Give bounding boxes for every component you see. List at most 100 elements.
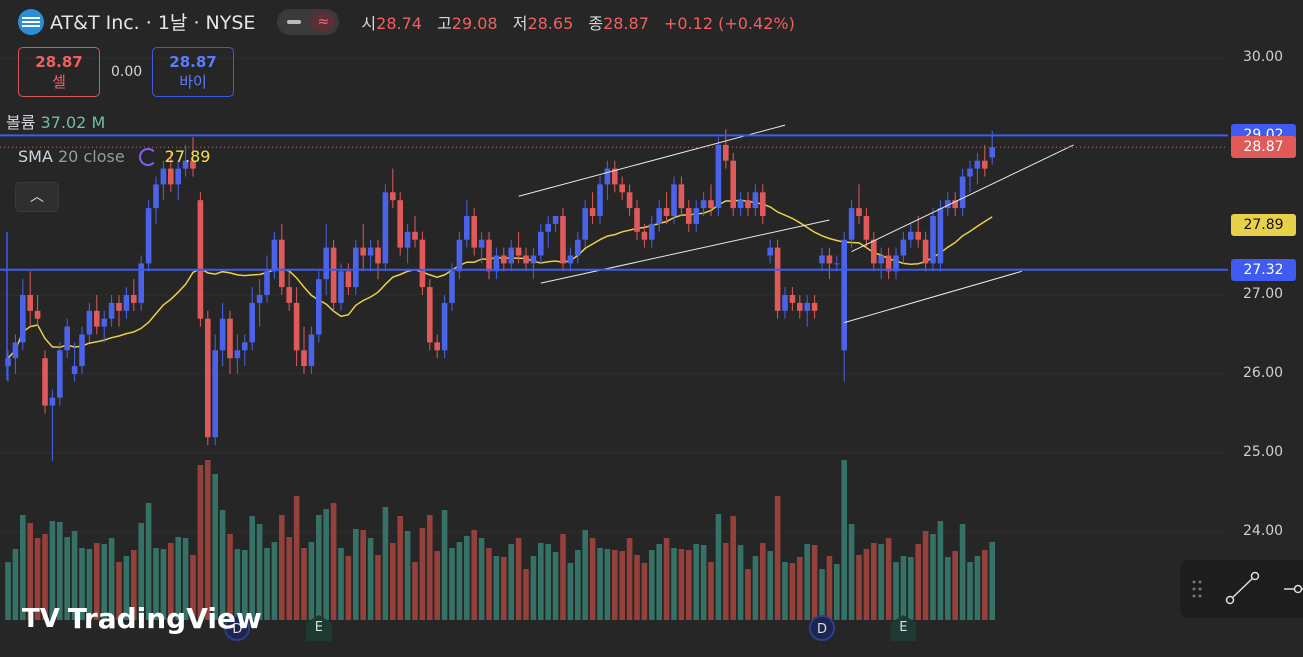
dividend-marker[interactable]: D	[809, 615, 835, 641]
candle	[604, 160, 611, 201]
candle-body	[375, 247, 381, 264]
horizontal-lines[interactable]	[0, 134, 1228, 380]
candle-body	[515, 247, 522, 256]
volume-bar	[760, 543, 766, 620]
candle-body	[686, 208, 692, 224]
symbol-title[interactable]: AT&T Inc. · 1날 · NYSE	[50, 12, 256, 34]
buy-button[interactable]: 28.87 바이	[152, 47, 234, 97]
candle-body	[612, 168, 618, 185]
candle-body	[360, 247, 366, 256]
sma-legend[interactable]: SMA 20 close 27.89	[18, 147, 210, 166]
volume-bar	[375, 555, 381, 620]
volume-bar	[412, 562, 418, 620]
candle-body	[330, 247, 337, 303]
candle	[515, 231, 522, 264]
candle-body	[552, 216, 559, 224]
volume-bar	[249, 516, 255, 620]
volume-bar	[160, 549, 167, 620]
volume-bar	[279, 515, 285, 620]
drawing-toolbar[interactable]	[1180, 560, 1303, 618]
candle-body	[493, 255, 500, 272]
volume-bar	[427, 515, 433, 620]
collapse-legend-button[interactable]: ︿	[15, 182, 59, 212]
price-tag-hline: 27.32	[1231, 258, 1296, 281]
volume-bar	[737, 545, 744, 620]
candle	[338, 263, 344, 311]
candle-body	[700, 200, 707, 209]
candle-body	[774, 247, 781, 311]
candle-body	[856, 208, 862, 216]
candle-body	[138, 263, 144, 303]
candle	[797, 295, 803, 319]
volume-bar	[700, 545, 707, 620]
volume-bar	[301, 548, 307, 620]
candle	[834, 255, 840, 272]
candle	[745, 192, 751, 216]
candle	[94, 295, 100, 335]
sma-value: 27.89	[164, 147, 211, 166]
buy-price: 28.87	[169, 53, 217, 71]
volume-bar	[945, 557, 951, 620]
y-tick-label: 26.00	[1243, 365, 1284, 381]
candle	[982, 144, 988, 177]
candle	[575, 231, 581, 264]
candle	[353, 239, 359, 295]
volume-bar	[153, 548, 159, 620]
horizontal-line-tool-icon	[1284, 584, 1303, 594]
candle-body	[871, 239, 877, 264]
volume-bar	[708, 562, 714, 620]
candle	[737, 192, 744, 216]
candle	[5, 350, 11, 382]
candle	[782, 287, 788, 319]
sell-button[interactable]: 28.87 셀	[18, 47, 100, 97]
volume-label: 볼륨	[6, 113, 36, 132]
candle	[190, 137, 196, 177]
candle	[567, 247, 574, 272]
candle-body	[338, 271, 344, 303]
candle-body	[538, 231, 544, 256]
y-tick-label: 27.00	[1243, 286, 1284, 302]
volume-bar	[508, 544, 514, 620]
volume-bar	[671, 548, 677, 620]
candle-body	[79, 334, 85, 367]
candle	[582, 200, 588, 248]
volume-bar	[974, 556, 981, 620]
candle	[242, 334, 248, 367]
volume-bar	[952, 551, 958, 620]
volume-bar	[604, 549, 611, 620]
volume-bar	[826, 556, 833, 620]
candle-body	[752, 192, 759, 209]
candle	[131, 279, 137, 311]
volume-bar	[382, 507, 389, 620]
volume-bar	[190, 555, 196, 620]
candle-body	[390, 192, 396, 201]
volume-bar	[878, 544, 884, 620]
candle	[885, 247, 892, 280]
dividend-marker[interactable]: D	[224, 615, 251, 641]
candle	[160, 160, 167, 201]
candle	[382, 184, 389, 272]
price-tag-sma: 27.89	[1231, 213, 1296, 236]
volume-bar	[612, 550, 618, 620]
ohlc-readout: 시28.74 고29.08 저28.65 종28.87 +0.12 (+0.42…	[361, 10, 794, 34]
candle-body	[12, 342, 19, 359]
candle-body	[182, 160, 189, 169]
sma-line	[7, 199, 993, 359]
wave-style-icon[interactable]: ≈	[311, 11, 336, 32]
chart-style-toggle[interactable]: ≈	[277, 8, 340, 35]
candle	[619, 176, 625, 201]
candle	[804, 295, 810, 327]
high-value: 29.08	[451, 13, 498, 33]
candle-body	[819, 255, 825, 264]
volume-bar	[723, 543, 729, 620]
candle-body	[256, 295, 263, 303]
trend-channels[interactable]	[518, 124, 1074, 324]
candle	[678, 176, 685, 216]
line-style-icon[interactable]	[287, 19, 302, 24]
volume-bar	[782, 562, 788, 620]
candle	[811, 295, 818, 319]
volume-legend[interactable]: 볼륨 37.02 M	[0, 112, 112, 134]
volume-bar	[20, 515, 26, 620]
candle-body	[49, 397, 56, 406]
